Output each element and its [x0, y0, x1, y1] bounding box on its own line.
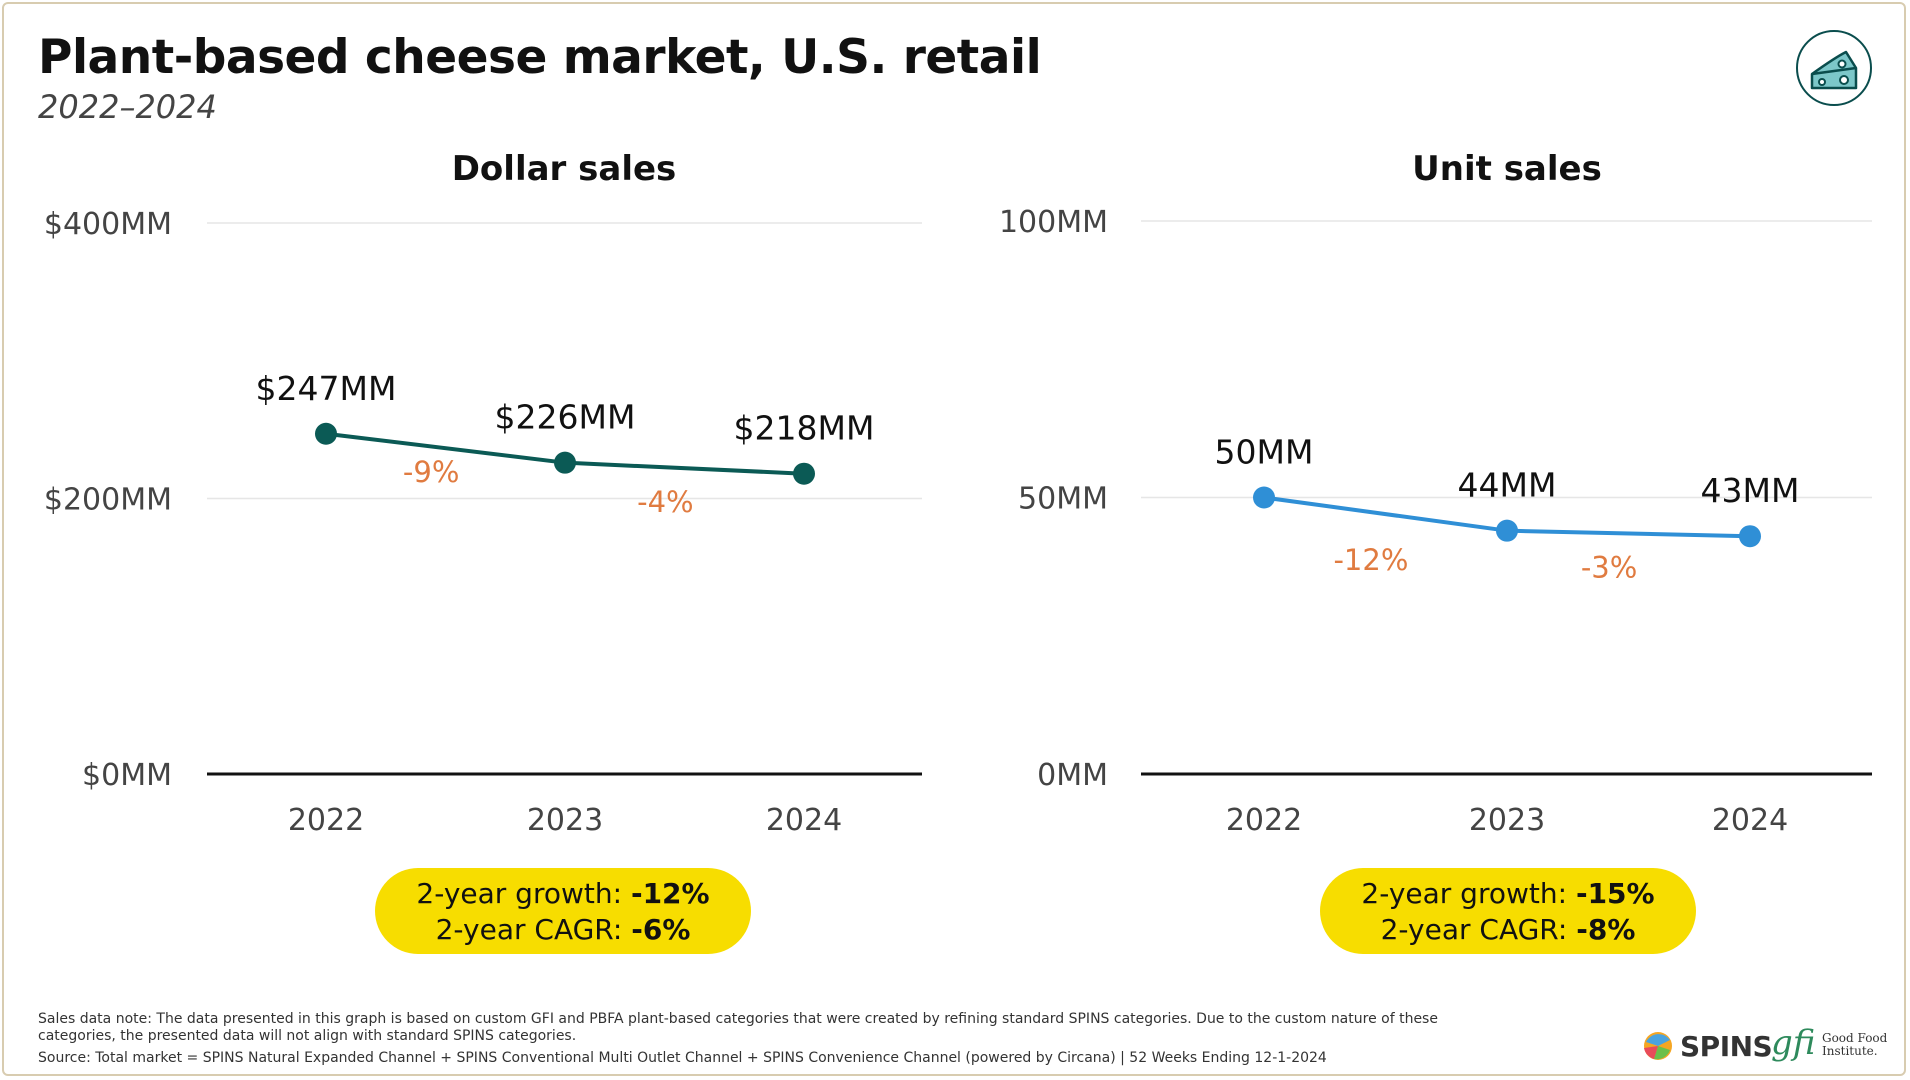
spins-logo-text: SPINS — [1680, 1030, 1773, 1063]
data-label: 43MM — [1701, 471, 1800, 510]
data-point — [1253, 486, 1275, 509]
y-tick-label: 0MM — [1037, 758, 1108, 793]
x-tick-label: 2024 — [1712, 803, 1788, 838]
chart-title: Unit sales — [1412, 149, 1602, 189]
change-label: -9% — [403, 455, 459, 489]
change-label: -12% — [1333, 543, 1408, 577]
data-point — [1496, 519, 1518, 542]
data-label: $247MM — [256, 369, 397, 408]
x-tick-label: 2023 — [1469, 803, 1545, 838]
growth-label: 2-year growth: — [1361, 877, 1568, 910]
cagr-label: 2-year CAGR: — [1380, 913, 1568, 946]
y-tick-label: $400MM — [44, 207, 172, 242]
growth-value: -12% — [630, 877, 710, 910]
data-point — [554, 451, 576, 474]
dollar-sales-summary-badge: 2-year growth: -12% 2-year CAGR: -6% — [375, 868, 751, 954]
data-label: $226MM — [495, 398, 636, 437]
growth-label: 2-year growth: — [416, 877, 623, 910]
x-tick-label: 2022 — [288, 803, 364, 838]
x-tick-label: 2024 — [766, 803, 842, 838]
data-label: 50MM — [1215, 433, 1314, 472]
page-title: Plant-based cheese market, U.S. retail — [38, 30, 1042, 85]
dollar-sales-chart: Dollar sales $0MM $200MM $400MM 2022 2023 2024… — [44, 149, 922, 838]
y-tick-label: 50MM — [1018, 482, 1108, 517]
change-label: -3% — [1581, 550, 1637, 584]
x-tick-label: 2022 — [1226, 803, 1302, 838]
source-note: Source: Total market = SPINS Natural Exp… — [38, 1050, 1327, 1066]
cagr-value: -8% — [1576, 913, 1636, 946]
chart-title: Dollar sales — [452, 149, 677, 189]
data-point — [1739, 525, 1761, 548]
x-tick-label: 2023 — [527, 803, 603, 838]
gfi-logo-mark: gfi — [1771, 1023, 1816, 1063]
gfi-logo-name: Good Food Institute. — [1822, 1031, 1888, 1058]
y-tick-label: 100MM — [999, 205, 1108, 240]
data-point — [793, 462, 815, 485]
cagr-value: -6% — [631, 913, 691, 946]
change-label: -4% — [637, 485, 693, 519]
y-tick-label: $200MM — [44, 483, 172, 518]
page-subtitle: 2022–2024 — [38, 88, 217, 126]
data-point — [315, 422, 337, 445]
unit-sales-chart: Unit sales 0MM 50MM 100MM 2022 2023 2024 -12% -3… — [999, 149, 1872, 838]
cheese-icon — [1796, 30, 1872, 106]
sales-data-note: Sales data note: The data presented in t… — [38, 1011, 1438, 1044]
cagr-label: 2-year CAGR: — [435, 913, 623, 946]
y-tick-label: $0MM — [82, 758, 172, 793]
spins-logo-icon — [1644, 1032, 1672, 1060]
growth-value: -15% — [1575, 877, 1655, 910]
data-label: $218MM — [734, 409, 875, 448]
data-label: 44MM — [1458, 466, 1557, 505]
unit-sales-summary-badge: 2-year growth: -15% 2-year CAGR: -8% — [1320, 868, 1696, 954]
